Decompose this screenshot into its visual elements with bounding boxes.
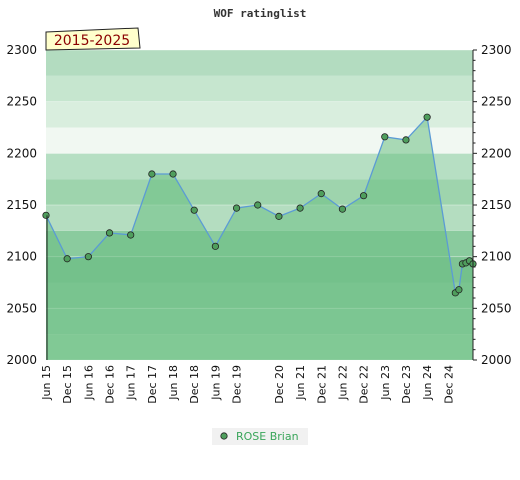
data-point-marker (42, 211, 50, 219)
x-tick-label: Jun 19 (209, 365, 222, 401)
data-point-marker (338, 205, 347, 213)
x-tick-label: Dec 15 (61, 365, 74, 404)
y-tick-label-left: 2300 (6, 43, 37, 57)
y-tick-label-left: 2050 (6, 301, 37, 315)
y-tick-label-left: 2000 (6, 353, 37, 367)
legend-box (212, 428, 308, 445)
x-tick-label: Dec 22 (358, 365, 371, 404)
x-tick-label: Dec 16 (104, 365, 117, 404)
background-band (46, 101, 473, 128)
rating-area-fill (46, 117, 473, 361)
data-point-marker (105, 229, 114, 237)
data-point-marker (402, 136, 410, 144)
y-tick-label-right: 2000 (481, 353, 512, 367)
data-point-marker (232, 204, 241, 212)
y-tick-label-left: 2150 (6, 198, 37, 212)
period-badge-shape (45, 27, 141, 51)
data-point-marker (296, 204, 304, 212)
x-tick-label: Dec 17 (146, 365, 159, 404)
period-badge: 2015-2025 (45, 27, 141, 51)
data-point-marker (317, 190, 325, 198)
data-point-marker (381, 133, 389, 141)
data-point-marker (169, 170, 177, 178)
x-tick-label: Jun 22 (336, 365, 349, 401)
y-axis-right-ticks: 2000 2050 2100 2150 2200 2250 2300 (473, 43, 512, 367)
y-tick-label-right: 2100 (481, 250, 512, 264)
data-point-marker (254, 201, 262, 209)
y-axis-left-ticks: 2000 2050 2100 2150 2200 2250 2300 (6, 43, 37, 367)
data-point-marker (211, 242, 219, 250)
data-point-marker (190, 206, 198, 214)
x-tick-label: Jun 21 (294, 365, 307, 401)
x-tick-label: Dec 18 (188, 365, 201, 404)
data-point-marker (423, 113, 431, 121)
x-tick-label: Jun 18 (167, 365, 180, 401)
chart-title: WOF ratinglist (214, 7, 307, 20)
data-point-marker (84, 253, 92, 261)
x-tick-label: Jun 15 (40, 365, 53, 401)
data-point-marker (148, 170, 156, 178)
x-axis-ticks: Jun 15 Dec 15 Jun 16 Dec 16 Jun 17 Dec 17 Jun … (40, 365, 455, 404)
x-tick-label: Jun 16 (82, 365, 95, 401)
y-tick-label-right: 2250 (481, 95, 512, 109)
x-tick-label: Dec 20 (273, 365, 286, 404)
y-tick-label-right: 2150 (481, 198, 512, 212)
data-point-marker (127, 231, 135, 239)
x-tick-label: Jun 24 (421, 365, 434, 401)
x-tick-label: Dec 24 (442, 365, 455, 404)
x-tick-label: Dec 23 (400, 365, 413, 404)
y-tick-label-left: 2250 (6, 95, 37, 109)
data-point-marker (455, 286, 463, 294)
data-point-marker (360, 192, 368, 200)
x-tick-label: Jun 17 (125, 365, 138, 401)
data-point-marker (275, 212, 283, 220)
y-tick-label-left: 2200 (6, 146, 37, 160)
y-tick-label-left: 2100 (6, 250, 37, 264)
data-markers (42, 113, 477, 297)
legend-marker (220, 432, 228, 440)
y-tick-label-right: 2300 (481, 43, 512, 57)
x-tick-label: Jun 23 (379, 365, 392, 401)
legend: ROSE Brian (212, 428, 308, 445)
y-tick-label-right: 2200 (481, 146, 512, 160)
period-badge-label: 2015-2025 (54, 33, 130, 49)
legend-label: ROSE Brian (236, 430, 299, 443)
x-tick-label: Dec 21 (315, 365, 328, 404)
x-tick-label: Dec 19 (231, 365, 244, 404)
background-band (46, 75, 473, 102)
background-band (46, 50, 473, 76)
data-point-marker (63, 255, 71, 263)
y-tick-label-right: 2050 (481, 301, 512, 315)
